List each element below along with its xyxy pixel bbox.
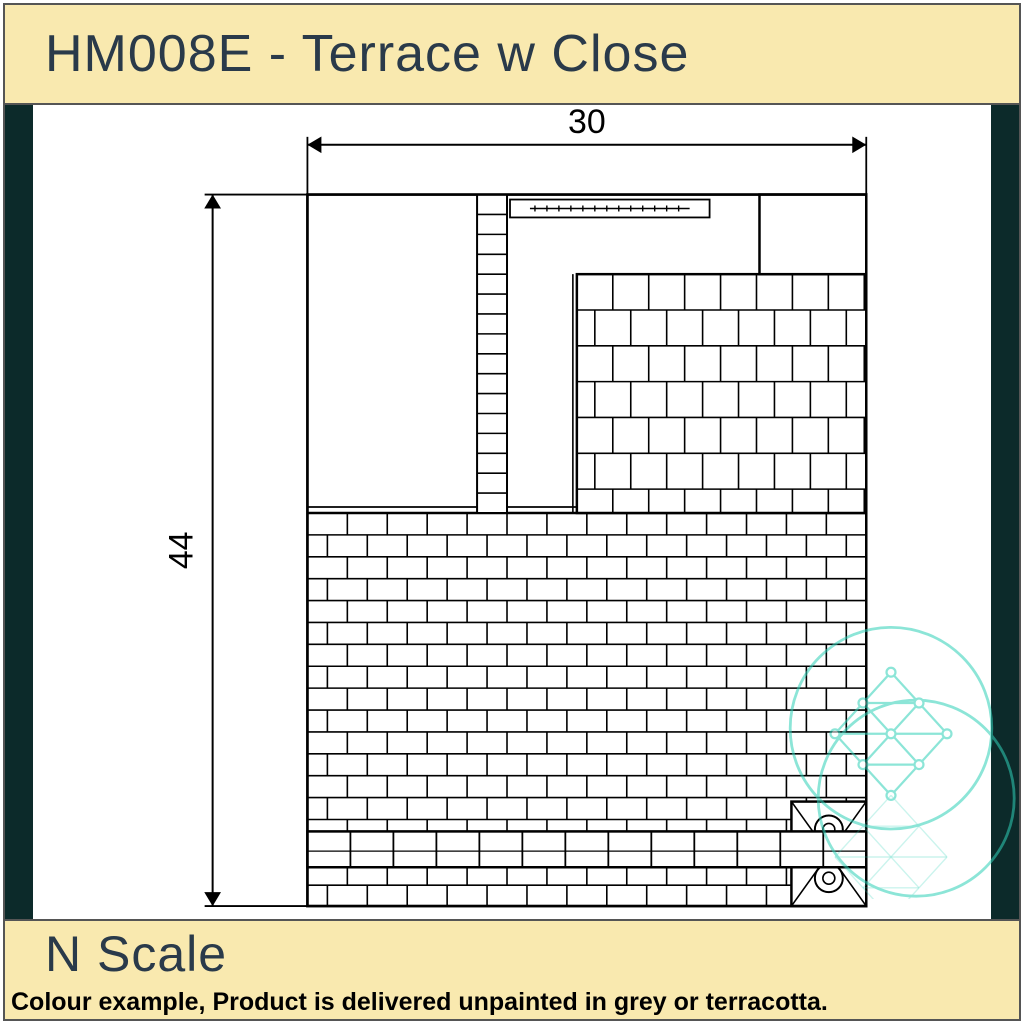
drawing-area: 30 44	[33, 105, 991, 919]
svg-text:44: 44	[163, 531, 201, 569]
svg-text:30: 30	[568, 105, 606, 141]
product-title: HM008E - Terrace w Close	[45, 24, 689, 84]
disclaimer-text: Colour example, Product is delivered unp…	[11, 988, 828, 1017]
outer-frame: HM008E - Terrace w Close 30 44 N Scale Co…	[3, 3, 1021, 1021]
watermark-logo-icon	[751, 619, 1024, 899]
side-strip-left	[5, 105, 33, 919]
footer-bar: N Scale Colour example, Product is deliv…	[5, 919, 1019, 1019]
scale-label: N Scale	[45, 921, 1019, 983]
title-bar: HM008E - Terrace w Close	[5, 5, 1019, 105]
